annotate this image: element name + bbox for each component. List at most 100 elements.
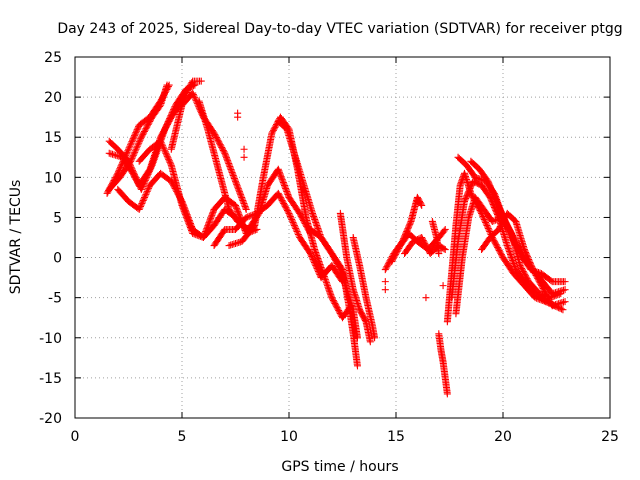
data-point (130, 150, 138, 158)
data-point (161, 148, 169, 156)
data-point (134, 124, 142, 132)
x-tick-label: 15 (387, 429, 405, 445)
data-point (220, 148, 228, 156)
data-point (230, 173, 238, 181)
data-point (162, 122, 170, 130)
data-point (495, 202, 503, 210)
data-point (127, 141, 135, 149)
data-point (240, 153, 248, 161)
data-point (141, 193, 149, 201)
data-point (392, 250, 400, 258)
data-point (238, 194, 246, 202)
data-point (471, 173, 479, 181)
data-point (381, 266, 389, 274)
data-point (371, 334, 379, 342)
y-tick-label: -10 (39, 331, 62, 347)
data-point (291, 223, 299, 231)
series-track-10 (210, 189, 346, 286)
data-point (135, 139, 143, 147)
data-point (241, 201, 249, 209)
chart-title: Day 243 of 2025, Sidereal Day-to-day VTE… (57, 21, 622, 37)
data-point (521, 270, 529, 278)
series-track-18 (428, 217, 443, 258)
data-point (473, 174, 481, 182)
data-point (197, 77, 205, 85)
data-point (193, 231, 201, 239)
data-point (516, 262, 524, 270)
data-point (201, 231, 209, 239)
data-point (163, 151, 171, 159)
data-point (157, 139, 165, 147)
data-point (129, 169, 137, 177)
data-point (137, 201, 145, 209)
data-point (474, 174, 482, 182)
data-point (486, 227, 494, 235)
ticks-layer: 0 5 10 15 20 25 -20 -15 -10 -5 0 5 10 15 20 25 (39, 50, 619, 445)
data-point (124, 147, 132, 155)
data-point (202, 226, 210, 234)
data-point (137, 185, 145, 193)
data-point (133, 178, 141, 186)
data-point (118, 159, 126, 167)
x-tick-label: 10 (280, 429, 298, 445)
data-point (145, 184, 153, 192)
data-point (286, 211, 294, 219)
data-point (130, 172, 138, 180)
data-point (157, 137, 165, 145)
data-point (204, 220, 212, 228)
data-point (159, 143, 167, 151)
data-point (127, 139, 135, 147)
data-point (532, 271, 540, 279)
data-point (488, 217, 496, 225)
data-point (127, 156, 135, 164)
data-point (313, 265, 321, 273)
data-point (164, 119, 172, 127)
data-point (495, 224, 503, 232)
data-point (181, 210, 189, 218)
data-point (533, 273, 541, 281)
plot-frame (74, 56, 611, 419)
data-point (522, 273, 530, 281)
data-point (141, 178, 149, 186)
data-point (290, 220, 298, 228)
data-point (482, 218, 490, 226)
data-point (159, 142, 167, 150)
data-point (277, 173, 285, 181)
data-point (143, 172, 151, 180)
data-point (314, 268, 322, 276)
data-point (315, 269, 323, 277)
data-point (493, 199, 501, 207)
data-point (306, 250, 314, 258)
data-point (129, 135, 137, 143)
data-point (531, 270, 539, 278)
data-point (201, 229, 209, 237)
data-point (418, 234, 426, 241)
data-point (493, 197, 501, 205)
data-point (162, 149, 170, 157)
data-point (422, 242, 430, 250)
data-point (381, 286, 389, 294)
y-tick-label: 15 (44, 130, 62, 146)
data-point (480, 215, 488, 223)
data-point (288, 215, 296, 223)
data-point (182, 212, 190, 220)
data-point (185, 219, 193, 227)
marks-layer (103, 77, 569, 398)
data-point (561, 286, 569, 294)
data-point (181, 209, 189, 217)
series-track-13 (336, 209, 374, 346)
data-point (167, 160, 175, 168)
data-point (234, 113, 242, 121)
data-point (277, 171, 285, 179)
data-point (139, 196, 147, 204)
data-point (225, 160, 233, 168)
data-point (234, 183, 242, 191)
data-point (559, 306, 567, 314)
data-point (191, 81, 199, 89)
data-point (130, 171, 138, 179)
data-point (309, 256, 317, 264)
data-point (119, 157, 127, 165)
data-point (208, 210, 216, 218)
data-point (184, 216, 192, 224)
